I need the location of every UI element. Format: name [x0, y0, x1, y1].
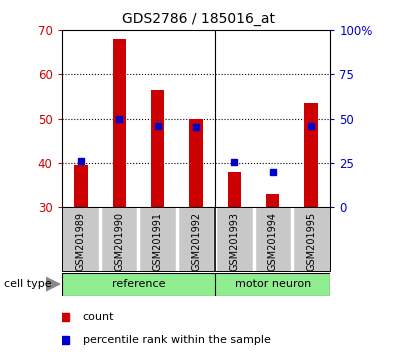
- Bar: [292, 207, 330, 271]
- Text: percentile rank within the sample: percentile rank within the sample: [83, 335, 271, 346]
- Text: cell type: cell type: [4, 279, 52, 289]
- Bar: [189, 119, 203, 207]
- Text: count: count: [83, 312, 114, 322]
- Bar: [74, 165, 88, 207]
- Text: GSM201995: GSM201995: [306, 212, 316, 271]
- Text: GSM201993: GSM201993: [229, 212, 239, 271]
- Bar: [151, 90, 164, 207]
- Bar: [215, 273, 330, 296]
- Text: GSM201990: GSM201990: [114, 212, 124, 271]
- Bar: [254, 207, 292, 271]
- Text: GSM201991: GSM201991: [153, 212, 163, 271]
- Text: motor neuron: motor neuron: [235, 279, 311, 289]
- Text: GSM201994: GSM201994: [268, 212, 278, 271]
- Bar: [215, 207, 254, 271]
- Text: GDS2786 / 185016_at: GDS2786 / 185016_at: [123, 12, 275, 27]
- Text: GSM201992: GSM201992: [191, 212, 201, 271]
- Text: GSM201989: GSM201989: [76, 212, 86, 271]
- Bar: [100, 207, 139, 271]
- Bar: [266, 194, 279, 207]
- Bar: [62, 207, 100, 271]
- Bar: [62, 273, 215, 296]
- Bar: [304, 103, 318, 207]
- Bar: [177, 207, 215, 271]
- Bar: [113, 39, 126, 207]
- Text: reference: reference: [112, 279, 165, 289]
- Polygon shape: [46, 277, 60, 291]
- Bar: [228, 172, 241, 207]
- Bar: [139, 207, 177, 271]
